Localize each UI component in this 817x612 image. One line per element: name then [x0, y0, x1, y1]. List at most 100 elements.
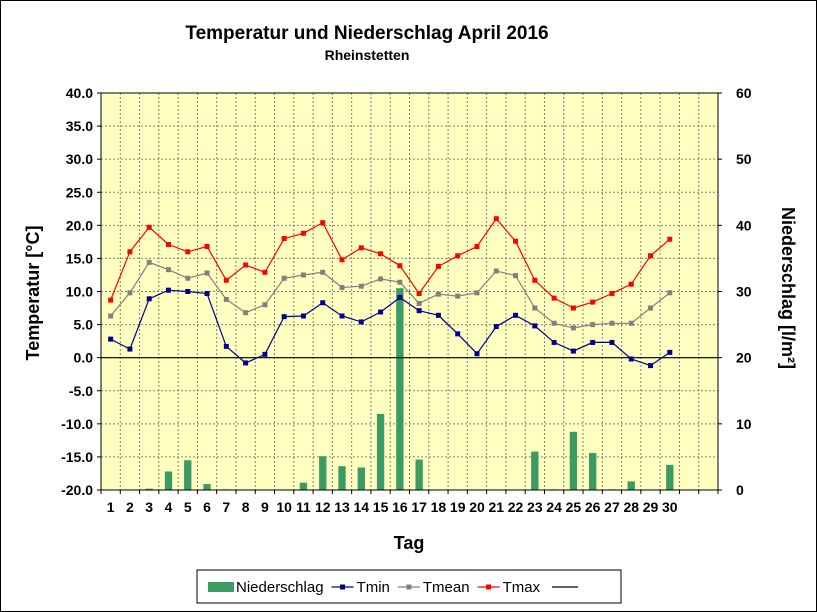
- y-left-tick-label: 5.0: [74, 317, 94, 333]
- x-tick-label: 25: [566, 499, 582, 515]
- precipitation-bar: [357, 467, 365, 490]
- tmax-marker: [204, 244, 210, 250]
- x-tick-label: 8: [242, 499, 250, 515]
- tmin-marker: [532, 323, 538, 329]
- x-tick-label: 17: [411, 499, 427, 515]
- x-tick-label: 30: [662, 499, 678, 515]
- x-tick-label: 6: [203, 499, 211, 515]
- tmin-marker: [570, 348, 576, 354]
- tmax-marker: [648, 253, 654, 259]
- tmean-marker: [185, 275, 191, 281]
- x-tick-label: 12: [315, 499, 331, 515]
- tmax-marker: [513, 238, 519, 244]
- tmin-marker: [493, 324, 499, 330]
- x-tick-label: 20: [469, 499, 485, 515]
- x-axis-title: Tag: [394, 533, 425, 553]
- x-tick-label: 23: [527, 499, 543, 515]
- tmax-marker: [570, 305, 576, 311]
- precipitation-bar: [415, 459, 423, 490]
- y-left-tick-label: 0.0: [74, 350, 94, 366]
- y-axis-left-ticks: 40.0 35.0 30.0 25.0 20.0 15.0 10.0 5.0 0.0 -5.0 -1…: [61, 85, 101, 498]
- legend-marker-tmin: [340, 584, 346, 590]
- legend-marker-tmean: [406, 584, 412, 590]
- tmin-marker: [397, 294, 403, 300]
- tmean-marker: [667, 290, 673, 296]
- tmin-marker: [435, 312, 441, 318]
- tmean-marker: [243, 310, 249, 316]
- tmax-marker: [281, 236, 287, 242]
- y-left-tick-label: 20.0: [66, 217, 93, 233]
- tmin-marker: [320, 300, 326, 306]
- tmean-marker: [628, 320, 634, 326]
- tmean-marker: [223, 296, 229, 302]
- tmean-marker: [590, 322, 596, 328]
- tmax-marker: [378, 251, 384, 257]
- tmin-line: [110, 289, 671, 367]
- x-tick-label: 2: [126, 499, 134, 515]
- x-tick-label: 10: [276, 499, 292, 515]
- tmax-marker: [243, 262, 249, 268]
- tmin-marker: [474, 351, 480, 357]
- tmax-marker: [455, 253, 461, 259]
- y-left-tick-label: -10.0: [61, 416, 93, 432]
- x-tick-label: 19: [450, 499, 466, 515]
- x-tick-label: 7: [222, 499, 230, 515]
- tmin-marker: [204, 290, 210, 296]
- x-tick-label: 4: [165, 499, 173, 515]
- tmean-marker: [474, 290, 480, 296]
- y-left-tick-label: 35.0: [66, 118, 93, 134]
- tmean-marker: [320, 269, 326, 275]
- tmean-marker: [570, 325, 576, 331]
- tmax-marker: [146, 224, 152, 230]
- y-left-tick-label: 40.0: [66, 85, 93, 101]
- tmean-marker: [204, 270, 210, 276]
- tmean-marker: [609, 320, 615, 326]
- tmax-marker: [185, 249, 191, 255]
- y-left-tick-label: 15.0: [66, 250, 93, 266]
- tmax-marker: [435, 263, 441, 269]
- y-left-tick-label: 25.0: [66, 184, 93, 200]
- tmin-marker: [551, 339, 557, 345]
- tmax-marker: [474, 244, 480, 250]
- y-right-tick-label: 40: [736, 217, 752, 233]
- precipitation-bar: [299, 482, 308, 490]
- x-tick-label: 22: [508, 499, 524, 515]
- y-left-tick-label: -15.0: [61, 449, 93, 465]
- tmean-marker: [108, 313, 114, 319]
- legend: Niederschlag Tmin Tmean Tmax: [196, 569, 622, 604]
- tmean-marker: [648, 305, 654, 311]
- tmean-marker: [532, 305, 538, 311]
- x-tick-label: 18: [431, 499, 447, 515]
- tmin-marker: [300, 313, 306, 319]
- legend-label-niederschlag: Niederschlag: [236, 579, 324, 596]
- chart-title: Temperatur und Niederschlag April 2016: [185, 23, 548, 44]
- x-tick-label: 24: [546, 499, 562, 515]
- tmean-marker: [165, 267, 171, 273]
- tmax-marker: [127, 249, 133, 255]
- y-left-tick-label: 10.0: [66, 284, 93, 300]
- precipitation-bar: [203, 484, 211, 490]
- y-left-tick-label: -20.0: [61, 482, 93, 498]
- tmax-marker: [320, 220, 326, 226]
- x-tick-label: 13: [334, 499, 350, 515]
- tmax-marker: [300, 230, 306, 236]
- tmean-marker: [127, 290, 133, 296]
- y-right-tick-label: 60: [736, 85, 752, 101]
- tmin-marker: [127, 346, 133, 352]
- tmin-marker: [590, 339, 596, 345]
- tmax-marker: [609, 290, 615, 296]
- y-left-tick-label: -5.0: [69, 383, 93, 399]
- tmin-marker: [358, 319, 364, 325]
- tmax-marker: [493, 216, 499, 222]
- tmin-marker: [243, 360, 249, 366]
- y-right-tick-label: 10: [736, 416, 752, 432]
- x-tick-label: 11: [296, 499, 311, 515]
- tmin-marker: [609, 339, 615, 345]
- tmax-marker: [397, 263, 403, 269]
- tmean-marker: [262, 302, 268, 308]
- precipitation-bar: [396, 288, 404, 490]
- tmean-marker: [358, 283, 364, 289]
- tmean-marker: [435, 291, 441, 297]
- precipitation-bar: [338, 466, 346, 490]
- x-tick-label: 3: [145, 499, 153, 515]
